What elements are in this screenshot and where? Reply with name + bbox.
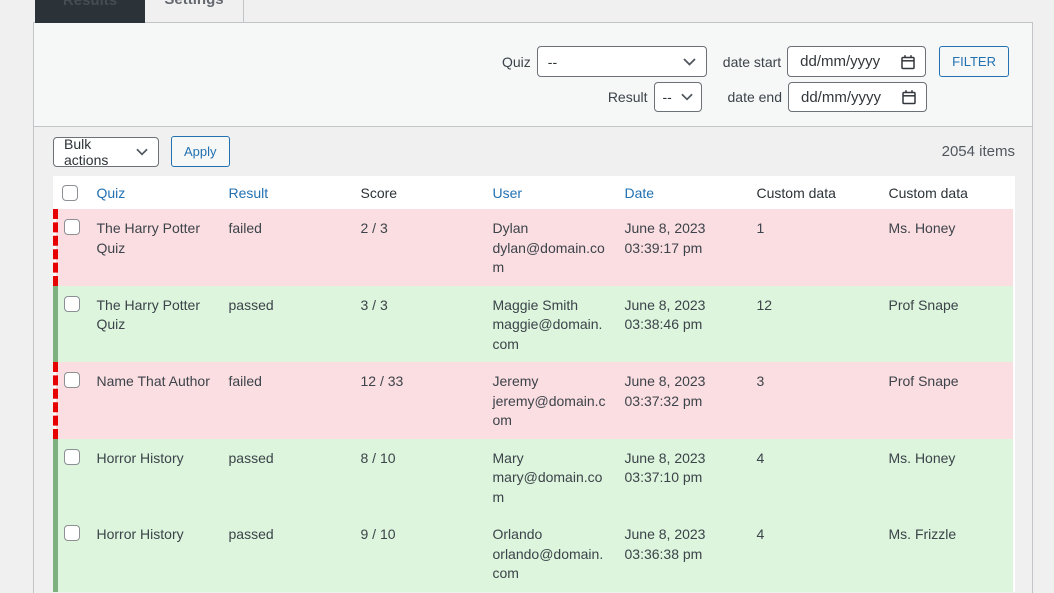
row-checkbox[interactable] (64, 525, 80, 541)
date-end-input[interactable]: dd/mm/yyyy (788, 82, 927, 112)
column-header-score: Score (352, 176, 485, 209)
row-checkbox[interactable] (64, 448, 80, 465)
custom-data-2-cell: Prof Snape (880, 362, 1013, 439)
custom-data-2-cell: Ms. Honey (880, 438, 1013, 515)
date-cell: June 8, 2023 03:39:17 pm (616, 209, 749, 286)
results-table-wrap: Quiz Result Score User Date Custom data … (53, 176, 1015, 592)
date-cell: June 8, 2023 03:36:38 pm (616, 515, 749, 592)
chevron-down-icon (680, 93, 693, 101)
custom-data-1-cell: 12 (748, 285, 881, 362)
score-cell: 12 / 33 (352, 362, 485, 439)
table-header-row: Quiz Result Score User Date Custom data … (55, 176, 1013, 209)
quiz-select-value: -- (547, 53, 558, 70)
date-cell: June 8, 2023 03:37:10 pm (616, 438, 749, 515)
items-count: 2054 items (941, 143, 1015, 160)
bulk-actions-toolbar: Bulk actions Apply 2054 items (53, 135, 1015, 168)
result-cell: passed (220, 515, 353, 592)
column-header-custom-data-2: Custom data (880, 176, 1013, 209)
select-all-checkbox[interactable] (61, 184, 78, 201)
result-select-value: -- (662, 89, 672, 105)
table-row: The Harry Potter Quiz passed 3 / 3 Maggi… (53, 285, 1013, 362)
result-cell: failed (220, 362, 353, 439)
column-header-date[interactable]: Date (616, 176, 749, 209)
results-table: Quiz Result Score User Date Custom data … (53, 176, 1015, 592)
tab-results[interactable]: Results (35, 0, 145, 23)
table-row: Horror History passed 8 / 10 Mary mary@do… (53, 438, 1013, 515)
custom-data-1-cell: 4 (748, 438, 881, 515)
result-filter-label: Result (607, 89, 648, 105)
date-end-value: dd/mm/yyyy (801, 88, 882, 106)
tab-settings-label: Settings (145, 0, 243, 8)
result-cell: passed (220, 438, 353, 515)
result-select[interactable]: -- (653, 82, 702, 112)
row-checkbox[interactable] (64, 219, 80, 235)
results-panel: Quiz -- date start dd/mm/yyyy FILTER Res… (33, 22, 1033, 593)
custom-data-1-cell: 3 (748, 362, 881, 439)
custom-data-2-cell: Ms. Frizzle (880, 515, 1013, 592)
custom-data-1-cell: 1 (748, 209, 881, 286)
user-cell: Jeremy jeremy@domain.com (484, 362, 617, 439)
score-cell: 9 / 10 (352, 515, 485, 592)
score-cell: 3 / 3 (352, 285, 485, 362)
column-header-custom-data-1: Custom data (748, 176, 881, 209)
bulk-actions-select[interactable]: Bulk actions (53, 135, 159, 168)
date-start-value: dd/mm/yyyy (800, 53, 881, 70)
quiz-cell: Horror History (88, 515, 221, 592)
user-cell: Dylan dylan@domain.com (484, 209, 617, 286)
date-start-input[interactable]: dd/mm/yyyy (787, 46, 927, 77)
custom-data-1-cell: 4 (748, 515, 881, 592)
column-header-quiz[interactable]: Quiz (88, 176, 221, 209)
date-cell: June 8, 2023 03:38:46 pm (616, 285, 749, 362)
table-row: The Harry Potter Quiz failed 2 / 3 Dylan… (53, 209, 1013, 286)
quiz-cell: The Harry Potter Quiz (88, 209, 221, 286)
result-cell: passed (220, 285, 353, 362)
calendar-icon (902, 90, 916, 105)
score-cell: 8 / 10 (352, 438, 485, 515)
user-cell: Mary mary@domain.com (484, 438, 617, 515)
score-cell: 2 / 3 (352, 209, 485, 286)
tab-bar: Results Settings (35, 0, 244, 23)
quiz-cell: Name That Author (88, 362, 221, 439)
quiz-cell: The Harry Potter Quiz (88, 285, 221, 362)
tab-settings[interactable]: Settings (145, 0, 244, 22)
column-header-result[interactable]: Result (220, 176, 353, 209)
chevron-down-icon (683, 57, 696, 66)
custom-data-2-cell: Ms. Honey (880, 209, 1013, 286)
quiz-cell: Horror History (88, 438, 221, 515)
row-checkbox[interactable] (64, 372, 80, 388)
date-end-label: date end (727, 89, 783, 105)
row-checkbox[interactable] (64, 295, 80, 312)
filter-area: Quiz -- date start dd/mm/yyyy FILTER Res… (34, 23, 1032, 127)
table-row: Horror History passed 9 / 10 Orlando orla… (53, 515, 1013, 592)
result-cell: failed (220, 209, 353, 286)
user-cell: Maggie Smith maggie@domain.com (484, 285, 617, 362)
bulk-actions-value: Bulk actions (64, 135, 109, 168)
filter-button[interactable]: FILTER (939, 46, 1009, 77)
custom-data-2-cell: Prof Snape (880, 285, 1013, 362)
table-row: Name That Author failed 12 / 33 Jeremy je… (53, 362, 1013, 439)
column-header-user[interactable]: User (484, 176, 617, 209)
chevron-down-icon (136, 148, 148, 155)
user-cell: Orlando orlando@domain.com (484, 515, 617, 592)
date-cell: June 8, 2023 03:37:32 pm (616, 362, 749, 439)
quiz-select[interactable]: -- (536, 46, 707, 77)
calendar-icon (901, 54, 915, 69)
tab-results-label: Results (62, 0, 118, 9)
date-start-label: date start (722, 53, 782, 70)
apply-button[interactable]: Apply (171, 136, 230, 167)
quiz-filter-label: Quiz (502, 53, 531, 70)
